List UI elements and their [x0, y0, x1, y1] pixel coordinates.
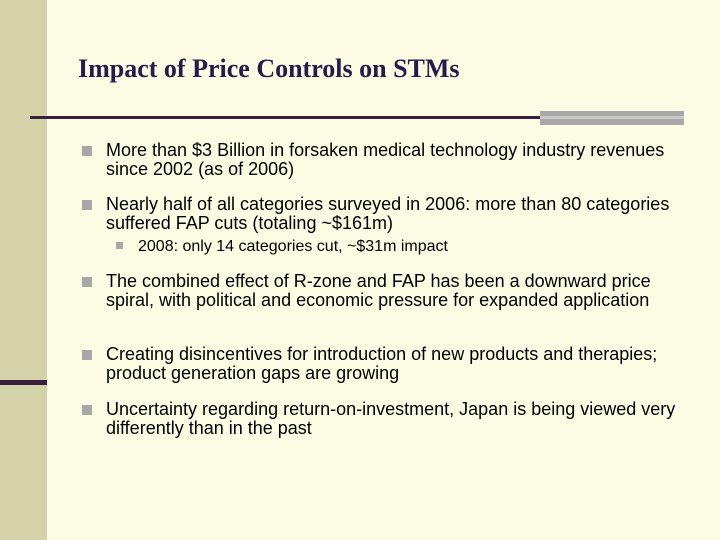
bullet-text: The combined effect of R-zone and FAP ha…	[106, 271, 651, 310]
title-divider	[30, 116, 540, 119]
bullet-text: More than $3 Billion in forsaken medical…	[106, 140, 665, 179]
left-decorative-band	[0, 0, 47, 540]
square-bullet-icon	[82, 200, 92, 210]
square-bullet-icon	[82, 350, 92, 360]
bullet-text: Creating disincentives for introduction …	[106, 344, 658, 383]
square-bullet-icon	[82, 405, 92, 415]
slide-title: Impact of Price Controls on STMs	[78, 54, 460, 83]
sub-bullet-text: 2008: only 14 categories cut, ~$31m impa…	[138, 238, 448, 255]
square-bullet-icon	[82, 146, 92, 156]
square-bullet-icon	[82, 277, 92, 287]
left-band-accent-line	[0, 380, 47, 385]
title-divider-accent-line	[540, 116, 684, 119]
bullet-text: Nearly half of all categories surveyed i…	[106, 194, 670, 233]
square-bullet-icon	[116, 242, 123, 249]
bullet-text: Uncertainty regarding return-on-investme…	[106, 399, 676, 438]
